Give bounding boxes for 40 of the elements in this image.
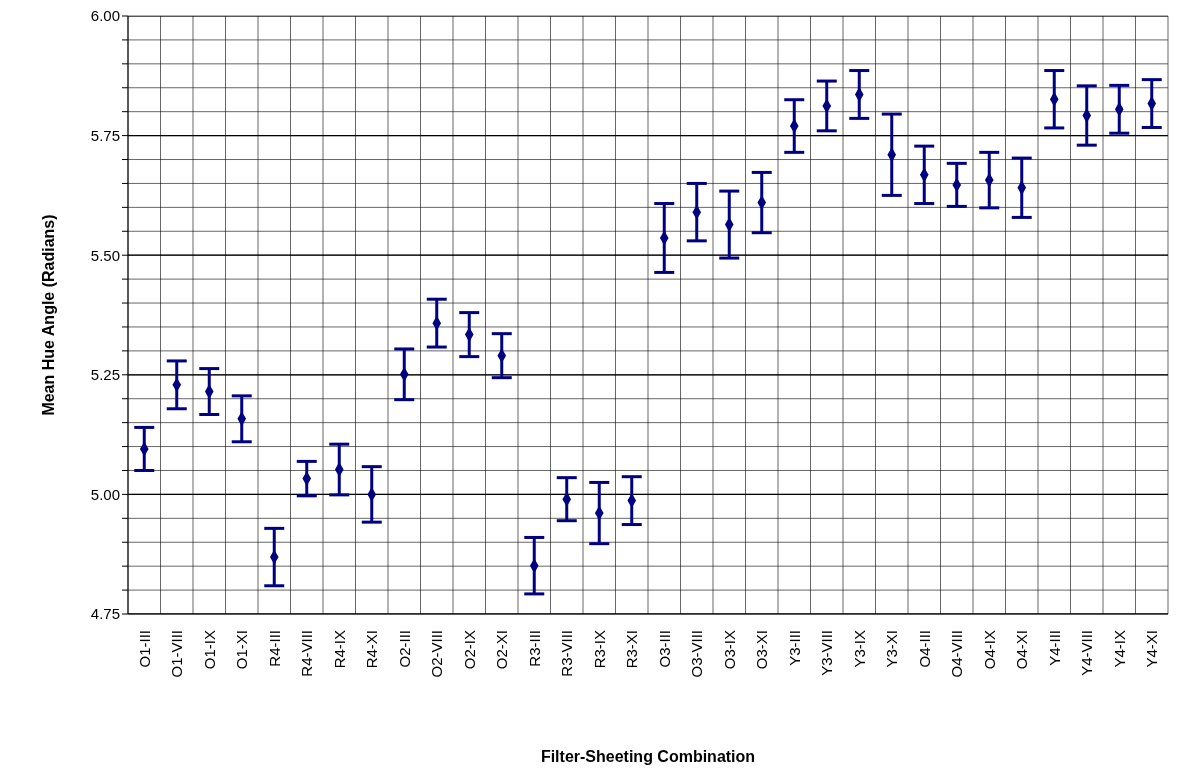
x-tick-label: R4-XI <box>363 630 381 669</box>
x-tick-label: O1-III <box>135 630 153 668</box>
y-tick-label: 5.75 <box>90 126 120 144</box>
y-tick-label: 6.00 <box>90 7 120 25</box>
x-tick-label: O2-IX <box>460 630 478 670</box>
x-tick-label: O2-VIII <box>428 630 446 678</box>
x-axis-title: Filter-Sheeting Combination <box>540 748 756 765</box>
x-tick-label: O2-XI <box>493 630 511 670</box>
x-tick-label: Y4-IX <box>1110 630 1128 668</box>
x-tick-label: R4-VIII <box>298 630 316 677</box>
y-tick-label: 4.75 <box>90 605 120 623</box>
y-tick-label: 5.50 <box>90 246 120 264</box>
x-tick-label: R3-IX <box>590 630 608 669</box>
x-tick-label: R3-III <box>525 630 543 667</box>
x-tick-label: O4-III <box>915 630 933 668</box>
x-tick-label: R4-III <box>265 630 283 667</box>
x-tick-label: O4-XI <box>1013 630 1031 670</box>
x-tick-label: Y3-XI <box>883 630 901 668</box>
x-tick-label: O3-IX <box>720 630 738 670</box>
x-tick-label: Y4-III <box>1045 630 1063 666</box>
y-tick-label: 5.25 <box>90 366 120 384</box>
x-tick-label: O1-XI <box>233 630 251 670</box>
x-tick-label: O1-IX <box>200 630 218 670</box>
x-tick-label: O3-VIII <box>688 630 706 678</box>
x-tick-label: Y3-IX <box>850 630 868 668</box>
x-tick-label: Y4-XI <box>1143 630 1161 668</box>
y-tick-label: 5.00 <box>90 485 120 503</box>
x-tick-label: Y4-VIII <box>1078 630 1096 676</box>
x-tick-label: R4-IX <box>330 630 348 669</box>
x-tick-label: O3-III <box>655 630 673 668</box>
x-tick-label: O3-XI <box>753 630 771 670</box>
x-tick-label: O4-IX <box>980 630 998 670</box>
x-tick-label: O2-III <box>395 630 413 668</box>
x-tick-label: Y3-VIII <box>818 630 836 676</box>
x-tick-label: R3-VIII <box>558 630 576 677</box>
y-axis-title: Mean Hue Angle (Radians) <box>39 214 57 416</box>
x-tick-label: Y3-III <box>785 630 803 666</box>
x-tick-label: R3-XI <box>623 630 641 669</box>
x-tick-label: O1-VIII <box>168 630 186 678</box>
x-tick-label: O4-VIII <box>948 630 966 678</box>
